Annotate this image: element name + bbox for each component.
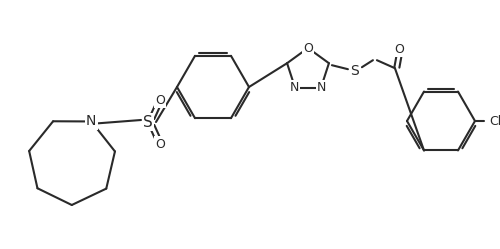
Text: S: S <box>143 115 153 129</box>
Text: N: N <box>317 81 326 94</box>
Text: O: O <box>155 137 165 150</box>
Text: N: N <box>86 115 97 128</box>
Text: N: N <box>290 81 299 94</box>
Text: S: S <box>350 64 360 78</box>
Text: O: O <box>303 42 313 55</box>
Text: O: O <box>394 43 404 56</box>
Text: O: O <box>155 94 165 107</box>
Text: Cl: Cl <box>489 115 500 127</box>
